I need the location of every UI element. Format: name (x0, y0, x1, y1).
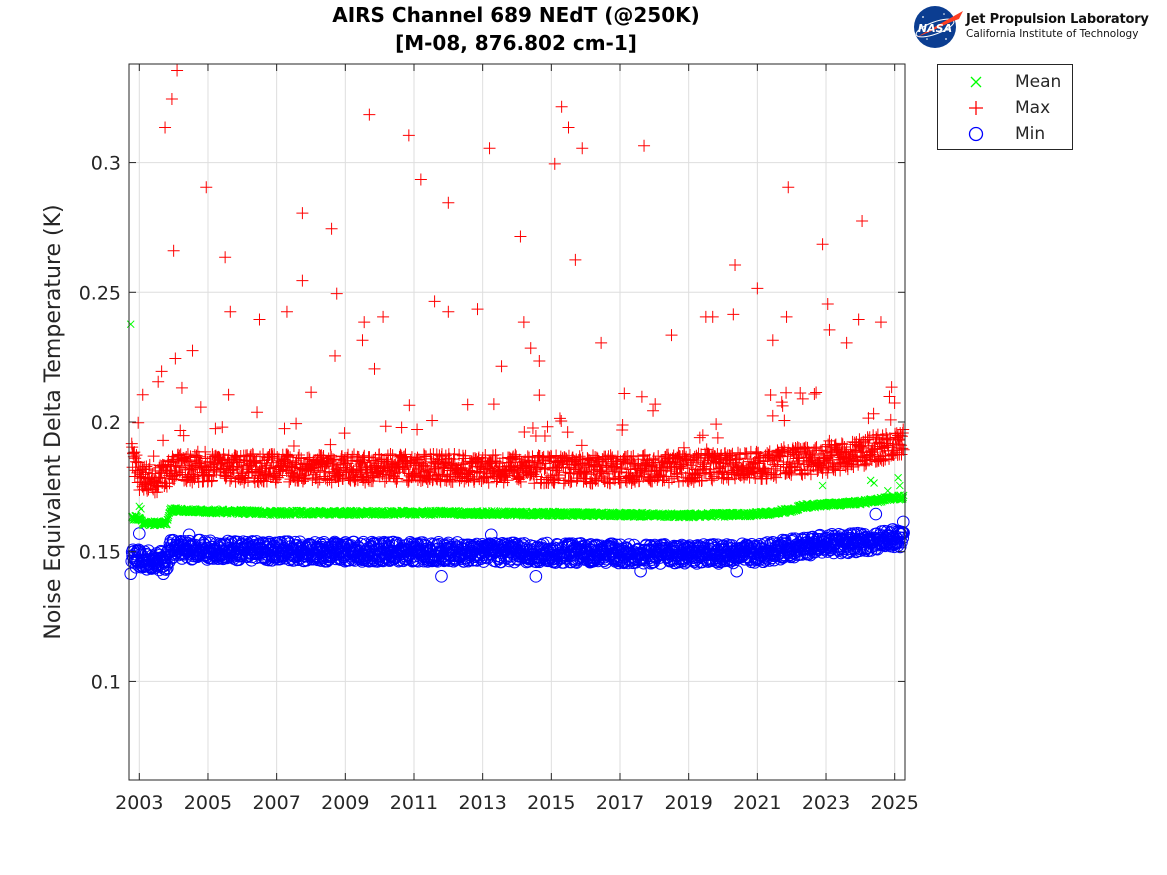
min-marker (897, 526, 910, 540)
min-marker (124, 567, 138, 581)
chart-title: AIRS Channel 689 NEdT (@250K) (332, 3, 700, 27)
max-marker (278, 422, 291, 435)
max-marker (177, 429, 190, 442)
max-marker (553, 412, 566, 425)
max-marker (649, 398, 662, 411)
min-marker (133, 527, 146, 540)
max-marker (251, 406, 264, 419)
max-marker (348, 448, 360, 461)
max-marker (461, 398, 474, 411)
min-marker (896, 531, 910, 545)
max-marker (565, 475, 578, 488)
max-marker (209, 422, 222, 435)
grid (129, 64, 905, 780)
min-marker (484, 528, 498, 542)
max-marker (616, 419, 629, 432)
max-marker (338, 427, 351, 440)
max-marker (216, 421, 229, 434)
max-marker (175, 381, 188, 394)
max-marker (290, 417, 303, 430)
min-marker (193, 533, 207, 547)
max-marker (561, 426, 574, 439)
max-marker (411, 423, 424, 436)
chart-subtitle: [M-08, 876.802 cm-1] (395, 31, 637, 55)
max-marker (538, 429, 551, 442)
min-marker (160, 558, 174, 571)
max-marker (157, 434, 170, 447)
mean-marker (126, 320, 135, 329)
max-marker (647, 404, 660, 417)
min-marker (634, 564, 647, 578)
min-marker (159, 563, 173, 576)
max-marker (426, 414, 439, 427)
min-marker (529, 570, 543, 583)
max-marker (555, 414, 568, 427)
max-marker (696, 429, 709, 442)
min-marker (730, 564, 744, 578)
min-marker (869, 507, 883, 521)
mean-marker (883, 486, 892, 495)
mean-marker (894, 473, 902, 482)
series-min (124, 507, 910, 583)
mean-marker (870, 479, 878, 487)
min-marker (157, 567, 170, 581)
mean-marker (895, 481, 904, 490)
mean-marker (866, 476, 875, 485)
max-marker (635, 390, 648, 403)
mean-marker (137, 505, 145, 513)
max-marker (562, 474, 575, 487)
max-marker (132, 416, 145, 429)
max-marker (305, 386, 318, 399)
max-marker (693, 431, 706, 444)
max-marker (395, 421, 408, 434)
max-marker (487, 398, 500, 411)
max-marker (194, 401, 207, 414)
max-marker (575, 439, 588, 452)
series-mean (126, 320, 908, 530)
series-max (125, 64, 910, 499)
max-marker (174, 424, 187, 437)
mean-marker (818, 481, 827, 490)
min-marker (382, 536, 396, 550)
min-marker (182, 528, 196, 542)
max-marker (533, 389, 546, 402)
min-marker (896, 515, 910, 529)
min-marker (893, 540, 907, 554)
min-marker (435, 570, 448, 583)
max-marker (293, 449, 306, 462)
max-marker (324, 438, 337, 451)
max-marker (287, 439, 300, 452)
plot-area (124, 64, 910, 583)
